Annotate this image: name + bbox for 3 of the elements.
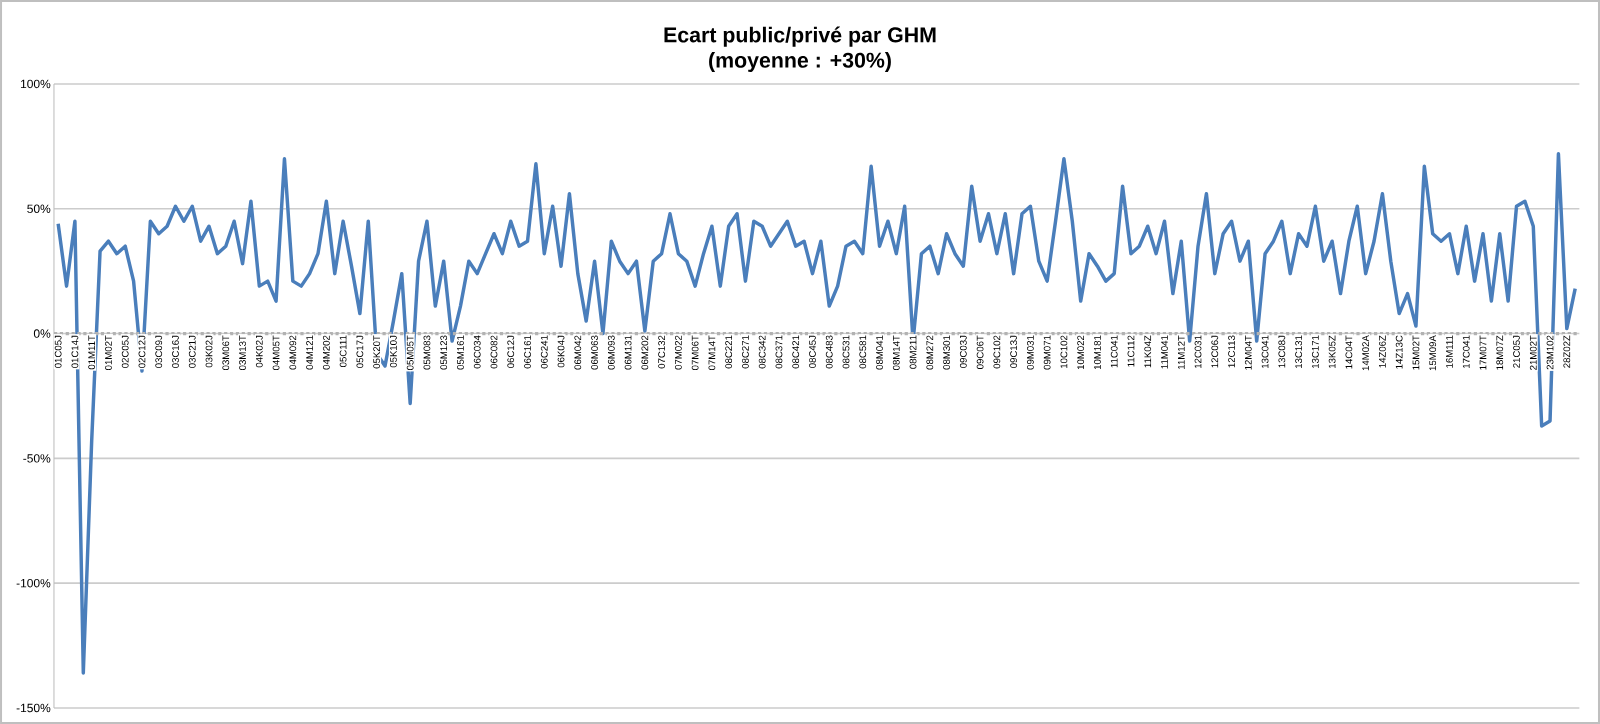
chart-subtitle: (moyenne : +30%) xyxy=(709,52,891,73)
line-series xyxy=(56,152,1577,675)
chart-title: Ecart public/privé par GHM xyxy=(664,26,936,47)
